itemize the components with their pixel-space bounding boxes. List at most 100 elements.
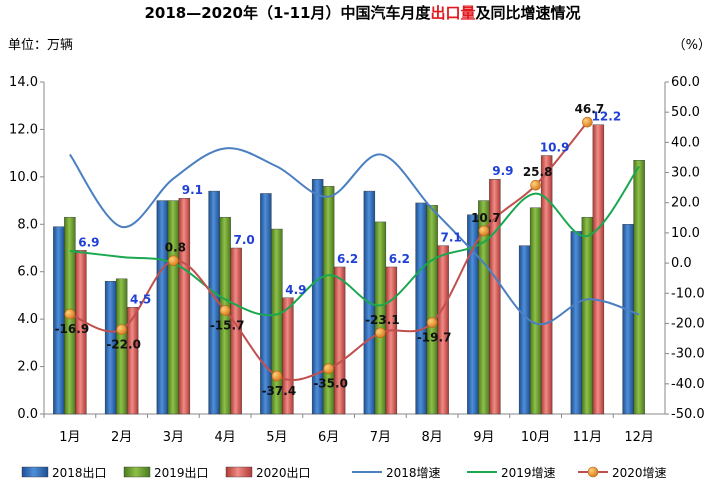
bar-value-label: 6.2	[389, 252, 410, 266]
bar-2020出口	[385, 266, 398, 415]
left-tick-label: 6.0	[17, 265, 38, 280]
x-tick-label: 11月	[573, 430, 603, 445]
left-tick-label: 0.0	[17, 407, 38, 422]
legend-marker	[587, 466, 599, 478]
right-axis-unit: （%）	[672, 38, 711, 53]
bar-2019出口	[167, 200, 180, 415]
bar-value-label: 10.9	[540, 141, 570, 155]
bar-2019出口	[633, 160, 645, 415]
growth-value-label: -35.0	[313, 377, 348, 391]
growth-value-label: 25.8	[523, 165, 553, 179]
bar-2020出口	[282, 297, 294, 415]
growth-value-label: 46.7	[575, 102, 605, 116]
legend-swatch	[123, 466, 151, 478]
bar-value-label: 12.2	[592, 110, 622, 124]
right-tick-label: 40.0	[671, 135, 700, 150]
legend-label: 2019增速	[501, 466, 556, 480]
marker-2020增速	[530, 179, 541, 191]
x-tick-label: 10月	[521, 430, 551, 445]
growth-value-label: 10.7	[471, 211, 501, 225]
line-2019增速	[69, 165, 640, 317]
bar-value-label: 7.0	[233, 233, 254, 247]
bar-value-label: 7.1	[440, 231, 461, 245]
title-part-2: 及同比增速情况	[475, 4, 581, 22]
bar-2019出口	[426, 205, 438, 415]
bar-2018出口	[518, 245, 531, 415]
marker-2020增速	[64, 308, 76, 320]
bar-2020出口	[75, 250, 87, 415]
bar-2020出口	[489, 179, 501, 415]
line-2018增速	[69, 147, 640, 326]
x-tick-label: 5月	[266, 430, 287, 445]
marker-2020增速	[426, 317, 438, 328]
axes: 0.0 2.0 4.0 6.0 8.0 10.0 12.0 14.0 -50.0 -40.0 -30…	[9, 75, 705, 445]
bar-2019出口	[529, 207, 542, 415]
marker-2020增速	[582, 116, 593, 128]
x-tick-label: 3月	[163, 430, 184, 445]
right-tick-label: -20.0	[671, 316, 705, 331]
x-tick-label: 4月	[214, 430, 235, 445]
growth-value-label: -22.0	[106, 337, 141, 351]
growth-value-label: 0.8	[165, 241, 186, 255]
growth-value-label: -37.4	[262, 384, 297, 398]
bar-2020出口	[178, 197, 191, 415]
x-tick-label: 12月	[624, 430, 654, 445]
x-tick-label: 2月	[111, 430, 132, 445]
bar-value-label: 6.9	[78, 235, 99, 249]
x-tick-label: 7月	[370, 430, 391, 445]
marker-2020增速	[219, 305, 231, 316]
legend-swatch	[225, 466, 253, 478]
legend-swatch	[21, 466, 49, 478]
bar-value-label: 4.9	[285, 283, 306, 297]
left-tick-label: 12.0	[9, 122, 38, 137]
right-tick-label: -10.0	[671, 286, 705, 301]
bar-2018出口	[156, 200, 169, 415]
marker-2020增速	[271, 370, 283, 382]
bar-2020出口	[437, 245, 449, 415]
bar-2018出口	[53, 226, 65, 415]
bar-value-label: 9.9	[492, 164, 513, 178]
bar-2018出口	[260, 193, 272, 415]
legend-label: 2018出口	[52, 466, 107, 480]
left-tick-label: 10.0	[9, 170, 38, 185]
left-tick-label: 14.0	[9, 75, 38, 90]
growth-value-label: -15.7	[210, 318, 245, 332]
marker-2020增速	[168, 255, 179, 266]
bar-2020出口	[126, 307, 139, 415]
bars	[53, 124, 645, 415]
left-tick-label: 4.0	[17, 312, 38, 327]
bar-2019出口	[581, 216, 594, 415]
bar-value-label: 4.5	[130, 292, 151, 306]
marker-2020增速	[478, 225, 490, 237]
data-labels: 6.9 4.5 9.1 7.0 4.9 6.2 6.2 7.1 9.9 10.9 12.2 -16.9…	[55, 102, 622, 398]
right-tick-label: 50.0	[671, 105, 700, 120]
marker-2020增速	[323, 363, 334, 375]
growth-value-label: -16.9	[55, 322, 90, 336]
right-tick-label: 10.0	[671, 226, 700, 241]
left-tick-label: 2.0	[17, 360, 38, 375]
legend-label: 2020增速	[612, 466, 667, 480]
x-tick-label: 9月	[473, 430, 494, 445]
legend: 2018出口 2019出口 2020出口 2018增速 2019增速 2020增速	[21, 466, 667, 480]
right-tick-label: -30.0	[671, 347, 705, 362]
growth-lines	[64, 116, 640, 382]
legend-label: 2020出口	[256, 466, 311, 480]
x-tick-label: 6月	[318, 430, 339, 445]
legend-label: 2019出口	[154, 466, 209, 480]
bar-2018出口	[415, 202, 427, 415]
right-tick-label: -50.0	[671, 407, 705, 422]
right-tick-label: 0.0	[671, 256, 692, 271]
marker-2020增速	[375, 327, 386, 339]
growth-value-label: -19.7	[417, 331, 452, 345]
bar-2018出口	[570, 231, 583, 415]
bar-2020出口	[592, 124, 605, 415]
x-tick-label: 8月	[421, 430, 442, 445]
left-tick-label: 8.0	[17, 217, 38, 232]
right-tick-label: -40.0	[671, 377, 705, 392]
bar-2020出口	[540, 155, 553, 415]
bar-value-label: 9.1	[182, 183, 203, 197]
title-part-highlight: 出口量	[430, 4, 476, 22]
right-tick-label: 20.0	[671, 196, 700, 211]
bar-value-label: 6.2	[337, 252, 358, 266]
